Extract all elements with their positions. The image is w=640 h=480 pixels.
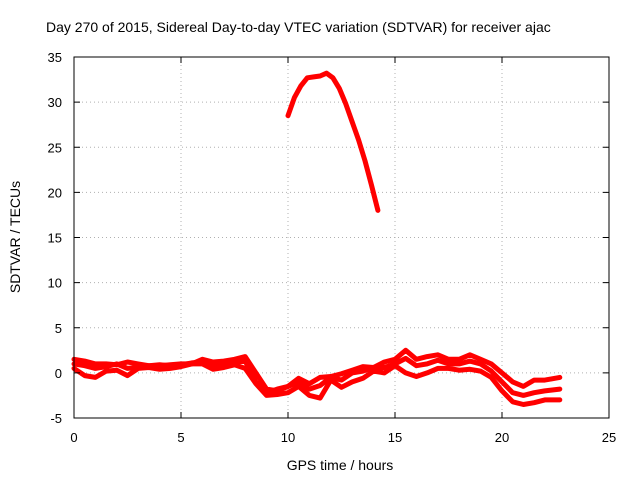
y-tick-label: -5 <box>50 411 62 426</box>
series-line-arc-c <box>71 355 563 398</box>
x-axis-label: GPS time / hours <box>287 457 394 473</box>
x-tick-label: 0 <box>70 430 77 445</box>
y-tick-label: 10 <box>48 276 62 291</box>
y-tick-label: 0 <box>55 366 62 381</box>
y-tick-label: 20 <box>48 185 62 200</box>
y-axis-label: SDTVAR / TECUs <box>7 181 23 293</box>
x-tick-label: 20 <box>495 430 509 445</box>
x-tick-label: 25 <box>602 430 616 445</box>
y-tick-label: 35 <box>48 50 62 65</box>
series-layer <box>71 70 563 407</box>
y-tick-label: 25 <box>48 140 62 155</box>
y-tick-label: 15 <box>48 231 62 246</box>
ticks: 0 5 10 15 20 25 -5 0 5 10 15 20 25 30 35 <box>48 50 617 445</box>
x-tick-label: 10 <box>281 430 295 445</box>
x-tick-label: 15 <box>388 430 402 445</box>
series-line-arc-b <box>71 361 563 407</box>
chart-title: Day 270 of 2015, Sidereal Day-to-day VTE… <box>46 19 551 35</box>
x-tick-label: 5 <box>177 430 184 445</box>
y-tick-label: 5 <box>55 321 62 336</box>
y-tick-label: 30 <box>48 95 62 110</box>
series-line-arc-peak <box>285 70 381 213</box>
